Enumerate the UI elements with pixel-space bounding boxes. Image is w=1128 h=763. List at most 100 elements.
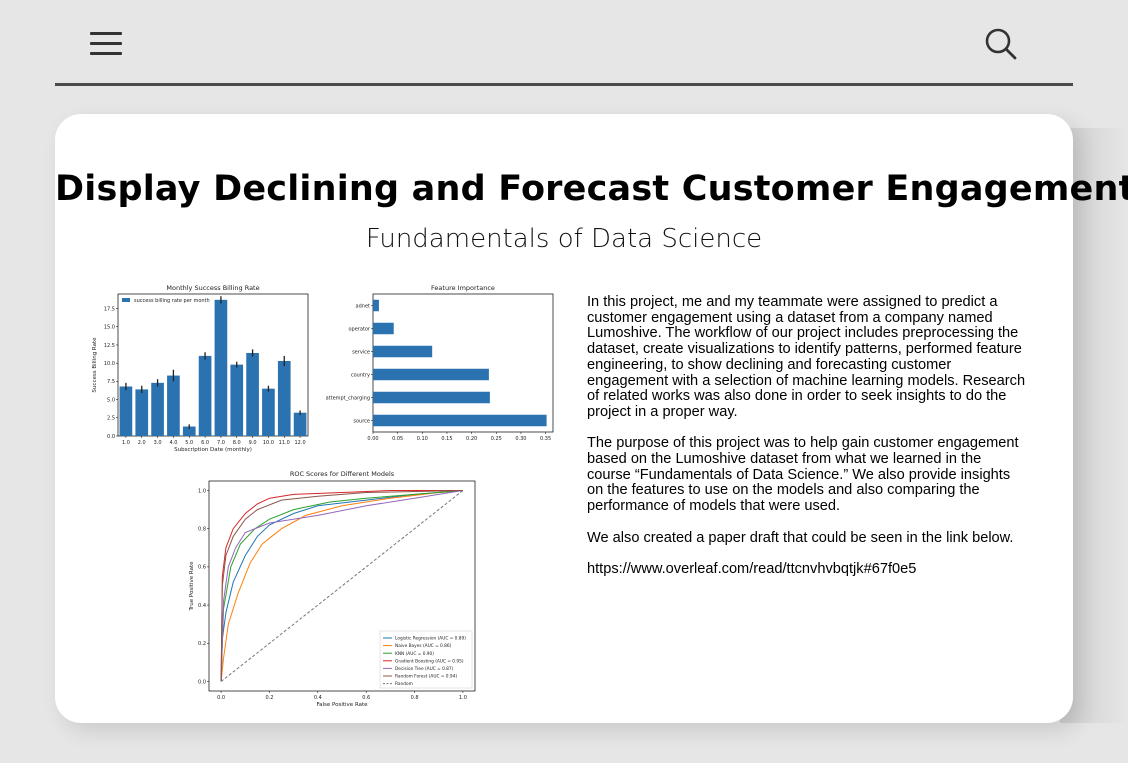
description-paragraph: In this project, me and my teammate were… <box>587 294 1026 420</box>
feature-importance-chart: Feature Importance adnet operator service co… <box>326 284 554 442</box>
plot-frame <box>208 480 476 692</box>
legend-label: Naive Bayes (AUC = 0.86) <box>395 643 452 649</box>
x-tick-label: 0.6 <box>362 695 370 701</box>
bar <box>373 299 379 312</box>
y-tick-label: adnet <box>356 303 370 309</box>
x-tick-label: 0.05 <box>392 436 403 442</box>
legend-label: Random <box>395 681 413 687</box>
y-tick-label: service <box>352 349 370 355</box>
roc-curve <box>220 490 463 682</box>
roc-chart: ROC Scores for Different Models 0.0 0.2 0.4… <box>189 470 476 708</box>
bar <box>373 368 489 381</box>
bar <box>262 388 275 436</box>
roc-curve <box>220 490 463 682</box>
y-tick-label: 0.0 <box>198 679 206 685</box>
y-tick-label: 0.6 <box>198 565 206 571</box>
x-tick-label: 10.0 <box>263 440 274 446</box>
y-tick-label: attempt_charging <box>326 395 370 401</box>
bar <box>246 352 259 436</box>
page-title: Display Declining and Forecast Customer … <box>55 169 1128 209</box>
bar <box>119 386 133 436</box>
legend-label: Logistic Regression (AUC = 0.89) <box>395 636 466 642</box>
bar <box>277 360 291 436</box>
y-tick-label: country <box>351 372 370 378</box>
bar <box>198 355 212 436</box>
x-axis-label: Subscription Date (monthly) <box>174 447 252 453</box>
x-tick-label: 0.15 <box>441 436 452 442</box>
description-paragraph: We also created a paper draft that could… <box>587 529 1014 546</box>
y-tick-label: 7.5 <box>107 379 115 385</box>
bar <box>373 391 490 404</box>
legend-label: KNN (AUC = 0.90) <box>395 651 434 657</box>
bar <box>373 414 547 427</box>
chart-title: ROC Scores for Different Models <box>290 470 395 478</box>
y-tick-label: 0.2 <box>198 641 206 647</box>
y-axis-label: True Positive Rate <box>189 561 195 612</box>
bar <box>135 389 149 436</box>
legend-label: Decision Tree (AUC = 0.87) <box>395 666 454 672</box>
header-divider <box>55 83 1073 86</box>
y-tick-label: 17.5 <box>104 306 115 312</box>
x-tick-label: 0.30 <box>515 436 526 442</box>
y-tick-label: operator <box>348 326 370 332</box>
roc-curve <box>220 490 463 682</box>
x-tick-label: 5.0 <box>185 440 193 446</box>
x-tick-label: 11.0 <box>279 440 290 446</box>
bar <box>214 299 228 436</box>
x-tick-label: 0.0 <box>217 695 225 701</box>
project-card: Display Declining and Forecast Customer … <box>55 114 1128 723</box>
bar <box>230 364 244 436</box>
x-tick-label: 2.0 <box>138 440 146 446</box>
y-tick-label: 0.0 <box>107 434 115 440</box>
chart-title: Feature Importance <box>431 284 495 292</box>
x-tick-label: 1.0 <box>122 440 130 446</box>
bar <box>182 426 196 436</box>
description-paragraph: The purpose of this project was to help … <box>587 435 1019 515</box>
x-tick-label: 0.8 <box>411 695 419 701</box>
x-axis-label: False Positive Rate <box>316 702 368 708</box>
x-tick-label: 0.20 <box>466 436 477 442</box>
roc-curve <box>220 490 463 682</box>
y-tick-label: 15.0 <box>104 325 115 331</box>
bar <box>293 412 307 436</box>
x-tick-label: 4.0 <box>169 440 177 446</box>
y-tick-label: 2.5 <box>107 416 115 422</box>
y-tick-label: 0.8 <box>198 527 206 533</box>
x-tick-label: 0.00 <box>367 436 378 442</box>
legend-swatch <box>122 298 130 302</box>
search-icon[interactable] <box>982 26 1022 62</box>
y-tick-label: 10.0 <box>104 361 115 367</box>
paper-link[interactable]: https://www.overleaf.com/read/ttcnvhvbqt… <box>587 560 917 577</box>
legend-box <box>379 630 473 689</box>
y-tick-label: 1.0 <box>198 488 206 494</box>
bar <box>151 382 164 436</box>
x-tick-label: 0.25 <box>491 436 502 442</box>
x-tick-label: 0.4 <box>314 695 322 701</box>
x-tick-label: 0.2 <box>265 695 273 701</box>
page-subtitle: Fundamentals of Data Science <box>365 224 763 254</box>
top-bar <box>0 0 1128 86</box>
y-tick-label: 5.0 <box>107 397 115 403</box>
x-tick-label: 3.0 <box>154 440 162 446</box>
plot-frame <box>372 293 554 433</box>
x-tick-label: 7.0 <box>217 440 225 446</box>
bar <box>167 375 180 436</box>
bar <box>373 322 394 335</box>
y-axis-label: Success Billing Rate <box>92 337 98 393</box>
x-tick-label: 6.0 <box>201 440 209 446</box>
monthly-billing-chart: Monthly Success Billing Rate 0.0 2.5 5.0 7.5… <box>92 284 309 453</box>
roc-curve <box>220 490 464 682</box>
hamburger-menu-icon[interactable] <box>90 30 124 58</box>
x-tick-label: 0.10 <box>417 436 428 442</box>
plot-frame <box>117 293 309 437</box>
project-description: In this project, me and my teammate were… <box>587 294 1027 593</box>
legend-label: Random Forest (AUC = 0.94) <box>395 674 457 680</box>
x-tick-label: 8.0 <box>233 440 241 446</box>
x-tick-label: 12.0 <box>295 440 306 446</box>
y-tick-label: source <box>353 418 370 424</box>
x-tick-label: 9.0 <box>249 440 257 446</box>
roc-curve <box>220 490 463 682</box>
y-tick-label: 0.4 <box>198 603 206 609</box>
x-tick-label: 0.35 <box>540 436 551 442</box>
chart-title: Monthly Success Billing Rate <box>166 284 259 292</box>
